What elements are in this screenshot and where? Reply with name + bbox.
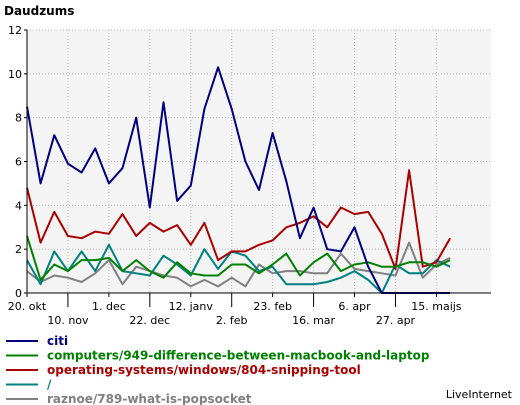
series-line-0 xyxy=(26,66,451,294)
chart-title: Daudzums xyxy=(4,4,74,18)
x-tick-label: 1. dec xyxy=(92,300,126,313)
x-tick-label: 10. nov xyxy=(47,314,89,327)
legend-label: raznoe/789-what-is-popsocket xyxy=(47,392,252,405)
legend-label: operating-systems/windows/804-snipping-t… xyxy=(47,363,361,377)
series-line-2 xyxy=(26,169,451,270)
series-lines xyxy=(26,66,451,294)
series-line-1 xyxy=(26,235,451,281)
series-line-3 xyxy=(26,243,451,294)
x-tick-label: 15. maijs xyxy=(411,300,462,313)
y-tick-label: 8 xyxy=(15,112,22,125)
legend-label: citi xyxy=(47,334,68,348)
x-tick-label: 27. apr xyxy=(376,314,416,327)
x-tick-label: 2. feb xyxy=(216,314,248,327)
y-axis-ticks: 0 2 4 6 8 10 12 xyxy=(8,24,27,300)
legend-label: computers/949-difference-between-macbook… xyxy=(47,349,430,363)
legend-label: / xyxy=(47,378,52,392)
y-tick-label: 12 xyxy=(8,24,22,37)
legend: citicomputers/949-difference-between-mac… xyxy=(6,334,430,405)
x-tick-label: 20. okt xyxy=(8,300,47,313)
y-tick-label: 0 xyxy=(15,287,22,300)
y-tick-label: 4 xyxy=(15,199,22,212)
x-tick-label: 6. apr xyxy=(338,300,371,313)
credit-label: LiveInternet xyxy=(446,388,513,401)
x-tick-label: 22. dec xyxy=(129,314,170,327)
x-tick-label: 16. mar xyxy=(292,314,335,327)
x-tick-label: 12. janv xyxy=(169,300,214,313)
series-line-4 xyxy=(26,241,451,288)
y-tick-label: 6 xyxy=(15,156,22,169)
y-tick-label: 2 xyxy=(15,243,22,256)
x-tick-label: 23. feb xyxy=(253,300,292,313)
y-tick-label: 10 xyxy=(8,68,22,81)
